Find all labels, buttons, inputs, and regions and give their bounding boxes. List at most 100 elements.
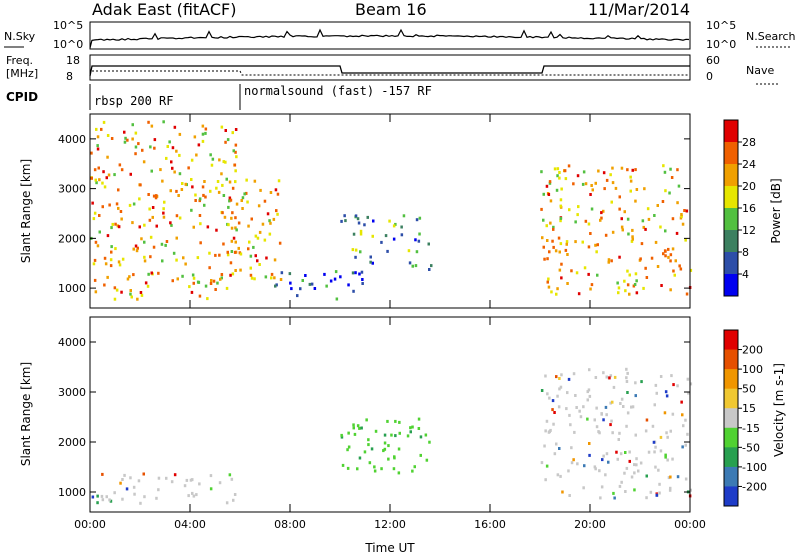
echo-cell xyxy=(568,208,571,212)
echo-cell xyxy=(269,221,272,225)
echo-cell xyxy=(618,431,621,435)
echo-cell xyxy=(231,272,235,276)
echo-cell xyxy=(559,474,562,478)
echo-cell xyxy=(198,294,202,298)
echo-cell xyxy=(620,397,624,401)
echo-cell xyxy=(124,136,127,140)
echo-cell xyxy=(178,153,181,157)
echo-cell xyxy=(623,210,626,214)
freq-tick-bottom: 8 xyxy=(66,70,73,83)
colorbar-swatch xyxy=(724,408,738,429)
echo-cell xyxy=(224,160,227,164)
echo-cell xyxy=(117,225,121,229)
echo-cell xyxy=(191,491,194,495)
echo-cell xyxy=(131,221,134,225)
echo-cell xyxy=(625,466,629,470)
echo-cell xyxy=(165,156,168,160)
echo-cell xyxy=(264,275,268,279)
echo-cell xyxy=(218,481,222,485)
echo-cell xyxy=(369,255,372,259)
echo-cell xyxy=(94,290,98,294)
echo-cell xyxy=(579,415,583,419)
echo-cell xyxy=(120,290,123,294)
echo-cell xyxy=(686,432,689,436)
echo-cell xyxy=(199,222,202,226)
echo-cell xyxy=(586,390,589,394)
echo-cell xyxy=(216,281,219,285)
x-axis-label: Time UT xyxy=(364,541,415,554)
echo-cell xyxy=(645,418,649,422)
echo-cell xyxy=(602,209,605,213)
echo-cell xyxy=(280,271,284,275)
echo-cell xyxy=(275,209,278,213)
echo-cell xyxy=(148,207,151,211)
echo-cell xyxy=(108,498,111,502)
echo-cell xyxy=(610,419,613,423)
echo-cell xyxy=(139,183,142,187)
echo-cell xyxy=(121,478,124,481)
echo-cell xyxy=(201,132,205,136)
y-tick-label: 2000 xyxy=(58,436,86,449)
echo-cell xyxy=(664,229,667,233)
echo-cell xyxy=(190,208,193,212)
echo-cell xyxy=(666,435,669,439)
echo-cell xyxy=(664,254,667,258)
echo-cell xyxy=(92,262,96,266)
echo-cell xyxy=(559,204,562,208)
colorbar-tick-label: 24 xyxy=(742,158,756,171)
echo-cell xyxy=(187,166,190,170)
echo-cell xyxy=(383,447,387,451)
echo-cell xyxy=(138,197,141,201)
echo-cell xyxy=(647,217,651,221)
echo-cell xyxy=(570,461,574,465)
echo-cell xyxy=(365,418,368,422)
echo-cell xyxy=(626,283,630,287)
echo-cell xyxy=(110,137,114,140)
echo-cell xyxy=(683,209,686,212)
echo-cell xyxy=(546,392,549,396)
echo-cell xyxy=(570,446,573,450)
echo-cell xyxy=(187,494,190,498)
echo-cell xyxy=(225,501,229,505)
echo-cell xyxy=(634,394,637,398)
echo-cell xyxy=(136,246,139,250)
echo-cell xyxy=(192,225,195,229)
echo-cell xyxy=(115,288,119,292)
echo-cell xyxy=(105,495,108,499)
echo-cell xyxy=(137,479,141,483)
echo-cell xyxy=(540,207,543,211)
echo-cell xyxy=(414,238,417,242)
echo-cell xyxy=(418,216,422,220)
echo-cell xyxy=(386,419,389,423)
echo-cell xyxy=(129,289,132,292)
echo-cell xyxy=(225,286,229,290)
echo-cell xyxy=(220,276,223,280)
echo-cell xyxy=(669,259,672,263)
echo-cell xyxy=(649,490,653,494)
echo-cell xyxy=(689,268,693,272)
echo-cell xyxy=(551,408,554,412)
echo-cell xyxy=(582,405,585,409)
echo-cell xyxy=(657,468,660,472)
noise-panel: N.Sky 10^5 10^0 10^5 10^0 N.Search xyxy=(4,19,796,51)
echo-cell xyxy=(427,242,430,246)
echo-cell xyxy=(398,420,401,424)
echo-cell xyxy=(546,280,549,284)
echo-cell xyxy=(640,380,643,384)
echo-cell xyxy=(393,456,396,460)
echo-cell xyxy=(209,153,212,157)
freq-tick-top: 18 xyxy=(66,54,80,67)
echo-cell xyxy=(171,166,174,170)
echo-cell xyxy=(559,198,563,202)
echo-cell xyxy=(430,264,433,268)
echo-cell xyxy=(627,232,630,236)
echo-cell xyxy=(346,448,349,452)
echo-cell xyxy=(546,257,549,261)
echo-cell xyxy=(168,140,171,144)
echo-cell xyxy=(296,294,299,298)
echo-cell xyxy=(610,200,613,204)
echo-cell xyxy=(227,205,230,209)
echo-cell xyxy=(680,213,683,216)
echo-cell xyxy=(248,240,251,244)
echo-cell xyxy=(566,391,569,395)
